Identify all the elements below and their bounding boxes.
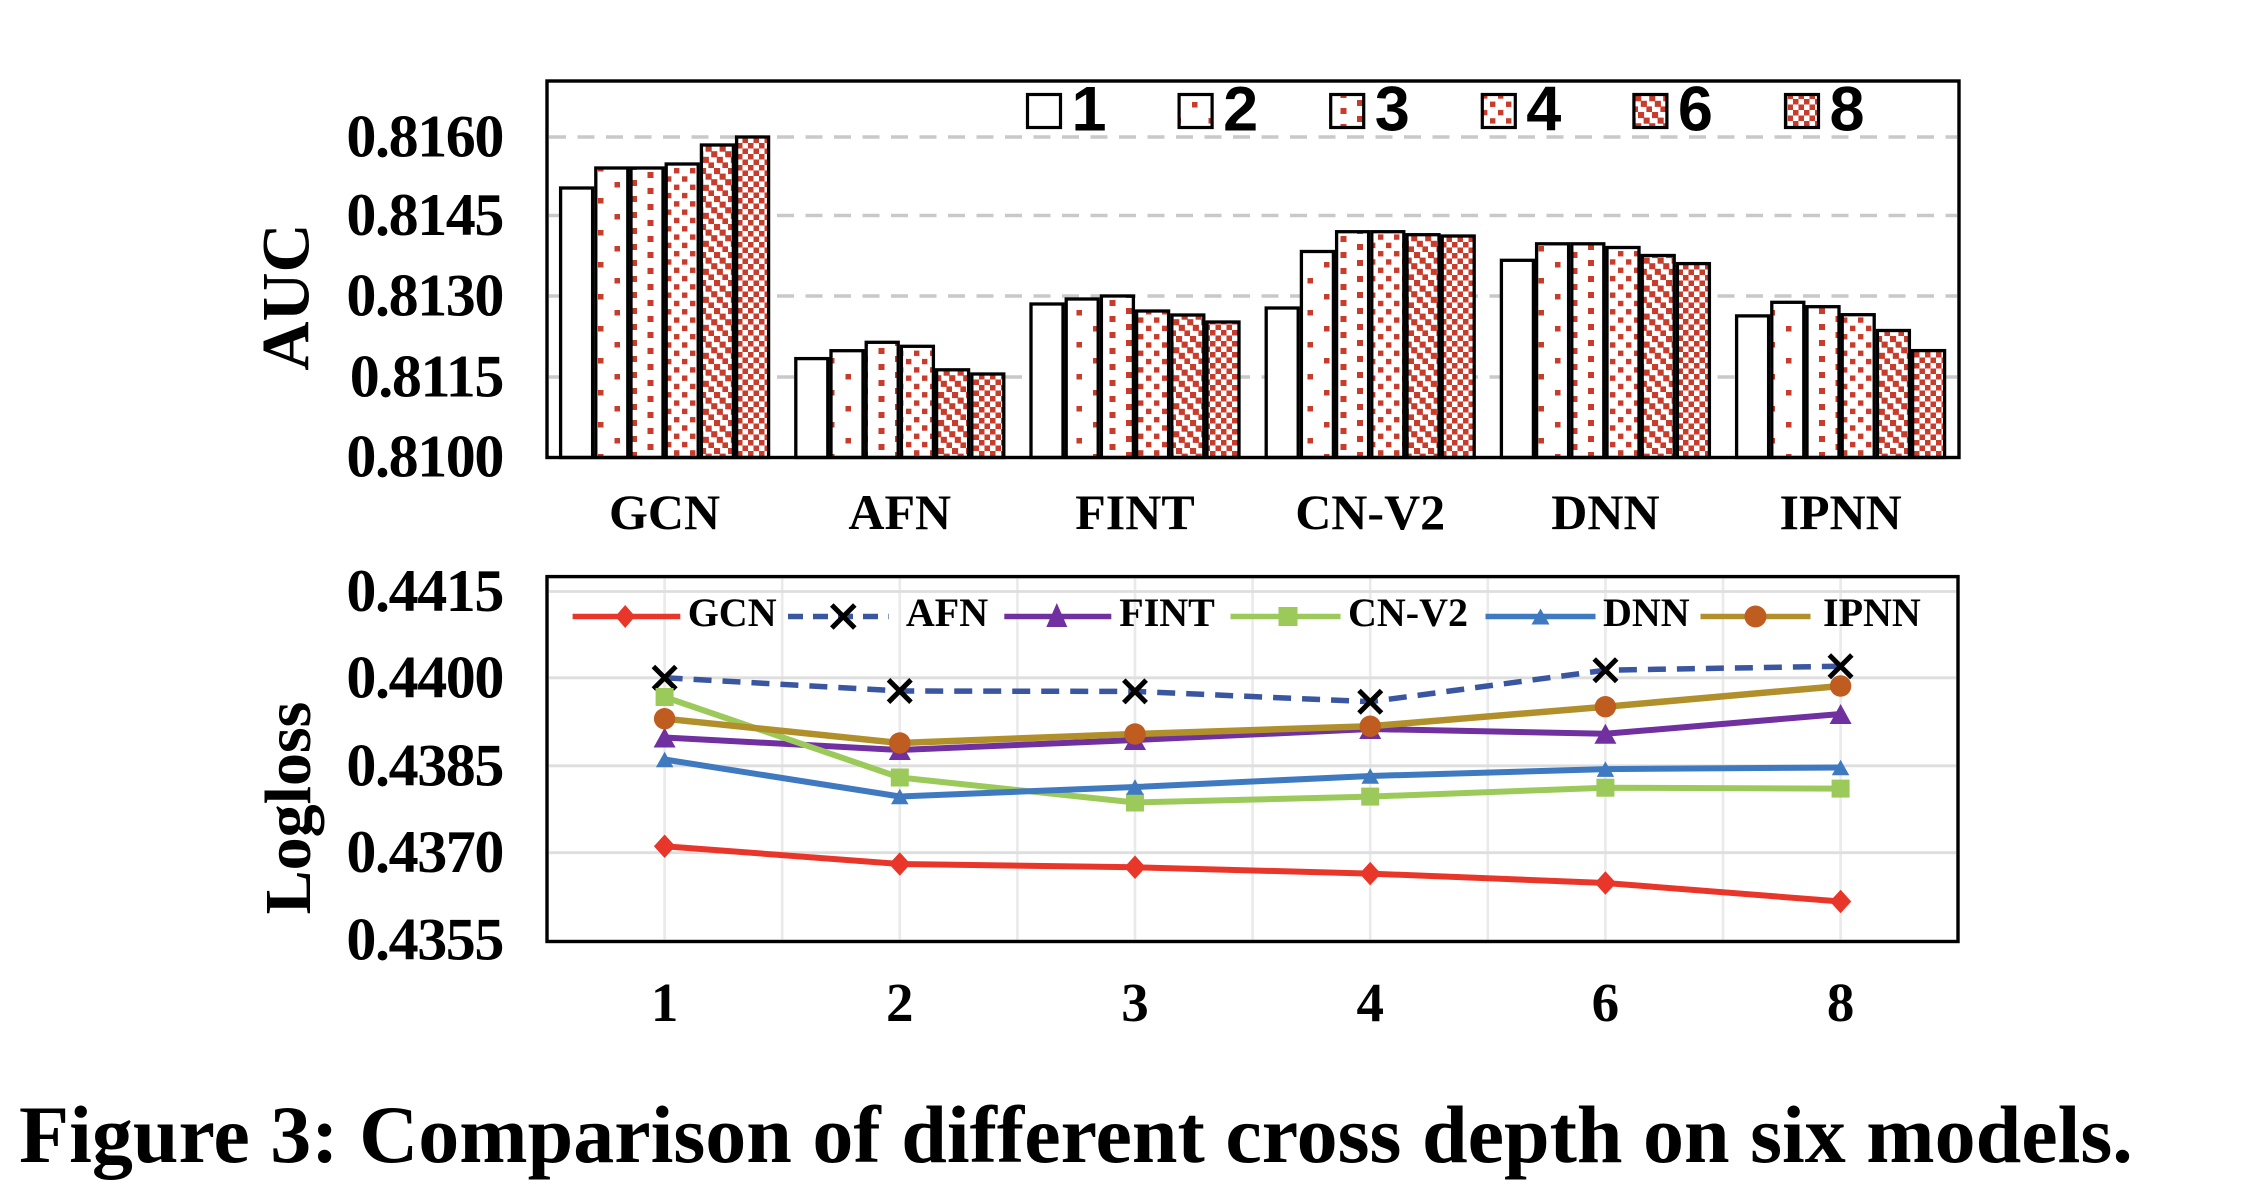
- svg-text:3: 3: [1375, 75, 1410, 145]
- svg-text:Figure 3: Comparison of differ: Figure 3: Comparison of different cross …: [19, 1089, 2133, 1180]
- svg-text:8: 8: [1827, 972, 1855, 1033]
- svg-text:Logloss: Logloss: [252, 702, 325, 915]
- svg-text:0.8130: 0.8130: [346, 263, 503, 329]
- svg-text:GCN: GCN: [609, 484, 720, 540]
- svg-text:AFN: AFN: [906, 590, 988, 635]
- svg-text:CN-V2: CN-V2: [1348, 590, 1468, 635]
- svg-text:2: 2: [1223, 75, 1258, 145]
- svg-text:0.4355: 0.4355: [346, 907, 503, 973]
- svg-text:DNN: DNN: [1551, 484, 1659, 540]
- svg-text:2: 2: [886, 972, 914, 1033]
- svg-text:GCN: GCN: [688, 590, 777, 635]
- svg-text:FINT: FINT: [1119, 590, 1215, 635]
- svg-text:0.8145: 0.8145: [346, 182, 503, 248]
- svg-text:FINT: FINT: [1075, 484, 1194, 540]
- svg-text:IPNN: IPNN: [1779, 484, 1901, 540]
- svg-text:0.4370: 0.4370: [346, 819, 503, 885]
- svg-text:6: 6: [1592, 972, 1620, 1033]
- svg-text:4: 4: [1526, 75, 1561, 145]
- svg-text:0.4385: 0.4385: [346, 732, 503, 798]
- svg-text:1: 1: [651, 972, 679, 1033]
- svg-text:8: 8: [1830, 75, 1865, 145]
- svg-text:4: 4: [1356, 972, 1384, 1033]
- svg-text:1: 1: [1072, 75, 1107, 145]
- svg-text:0.4415: 0.4415: [346, 558, 503, 624]
- svg-text:DNN: DNN: [1603, 590, 1690, 635]
- svg-text:0.4400: 0.4400: [346, 644, 503, 710]
- svg-text:0.8100: 0.8100: [346, 424, 503, 490]
- svg-text:3: 3: [1121, 972, 1149, 1033]
- svg-text:AFN: AFN: [848, 484, 951, 540]
- svg-text:IPNN: IPNN: [1823, 590, 1921, 635]
- svg-text:CN-V2: CN-V2: [1295, 484, 1445, 540]
- svg-text:6: 6: [1678, 75, 1713, 145]
- svg-text:0.8115: 0.8115: [350, 344, 503, 410]
- svg-text:AUC: AUC: [248, 223, 324, 370]
- svg-text:0.8160: 0.8160: [346, 104, 503, 170]
